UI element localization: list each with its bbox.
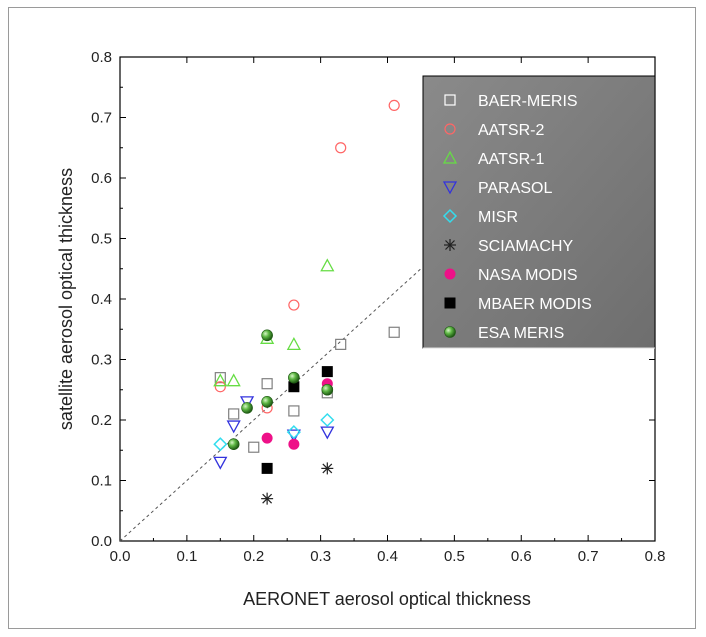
data-point-baer-meris	[214, 372, 226, 384]
data-point-misr	[286, 425, 301, 440]
x-tick-label: 0.6	[511, 548, 532, 565]
legend: BAER-MERIS AATSR-2 AATSR-1 PARASOL MISR SCIAM…	[422, 75, 656, 349]
legend-item-parasol: PARASOL	[442, 180, 553, 197]
legend-label: NASA MODIS	[478, 267, 578, 284]
x-tick-label: 0.4	[377, 548, 398, 565]
x-tick-label: 0.1	[176, 548, 197, 565]
data-point-esa-meris	[261, 396, 273, 408]
data-point-aatsr-2	[335, 142, 347, 154]
x-tick-label: 0.0	[110, 548, 131, 565]
reference-line	[119, 268, 422, 542]
x-axis-label: AERONET aerosol optical thickness	[243, 589, 531, 609]
legend-marker-baer-meris	[444, 94, 456, 106]
legend-marker-aatsr-2	[444, 123, 456, 135]
legend-marker-esa-meris	[444, 326, 456, 338]
y-tick-label: 0.7	[91, 110, 112, 127]
legend-item-aatsr-1: AATSR-1	[442, 150, 544, 168]
y-axis-label: satellite aerosol optical thickness	[56, 168, 76, 430]
x-tick-label: 0.8	[645, 548, 666, 565]
legend-label: MBAER MODIS	[478, 296, 592, 313]
data-point-aatsr-1	[226, 373, 241, 387]
data-point-aatsr-1	[213, 373, 228, 387]
y-tick-label: 0.6	[91, 170, 112, 187]
data-point-esa-meris	[288, 371, 300, 384]
data-point-parasol	[239, 396, 255, 410]
data-point-aatsr-2	[288, 299, 300, 311]
data-point-baer-meris	[228, 408, 240, 420]
y-tick-label: 0.3	[91, 352, 112, 369]
data-point-misr	[213, 437, 228, 452]
data-points	[213, 99, 400, 505]
legend-label: BAER-MERIS	[478, 93, 578, 110]
legend-item-sciamachy: SCIAMACHY	[444, 238, 573, 255]
data-point-baer-meris	[248, 441, 260, 453]
data-point-parasol	[213, 456, 228, 470]
data-point-baer-meris	[388, 326, 400, 338]
legend-label: MISR	[478, 209, 518, 226]
data-point-esa-meris	[241, 402, 253, 414]
data-point-sciamachy	[261, 492, 274, 505]
legend-item-mbaer-modis: MBAER MODIS	[444, 296, 592, 313]
data-point-parasol	[226, 420, 241, 434]
legend-item-nasa-modis: NASA MODIS	[444, 267, 578, 284]
data-point-esa-meris	[261, 329, 273, 342]
y-tick-label: 0.2	[91, 412, 112, 429]
legend-item-misr: MISR	[442, 208, 518, 226]
data-point-mbaer-modis	[261, 462, 273, 474]
legend-label: AATSR-2	[478, 122, 544, 139]
data-point-baer-meris	[335, 338, 347, 350]
legend-marker-mbaer-modis	[444, 297, 456, 309]
data-point-nasa-modis	[261, 432, 273, 444]
legend-item-aatsr-2: AATSR-2	[444, 122, 544, 139]
legend-label: SCIAMACHY	[478, 238, 573, 255]
legend-item-baer-meris: BAER-MERIS	[444, 93, 578, 110]
data-point-baer-meris	[288, 405, 300, 417]
legend-item-esa-meris: ESA MERIS	[444, 325, 564, 342]
data-point-esa-meris	[321, 383, 334, 396]
y-tick-label: 0.5	[91, 231, 112, 248]
y-tick-label: 0.1	[91, 473, 112, 490]
data-point-aatsr-1	[286, 337, 301, 351]
legend-label: ESA MERIS	[478, 325, 564, 342]
data-point-misr	[320, 412, 335, 428]
x-tick-label: 0.3	[310, 548, 331, 565]
legend-marker-aatsr-1	[442, 150, 458, 164]
legend-marker-parasol	[442, 181, 458, 195]
legend-marker-nasa-modis	[444, 268, 456, 280]
y-tick-label: 0.8	[91, 49, 112, 66]
y-tick-label: 0.0	[91, 533, 112, 550]
y-tick-label: 0.4	[91, 291, 112, 308]
x-axis: 0.0 0.1 0.2 0.3 0.4 0.5 0.6 0.7 0.8	[110, 57, 666, 565]
data-point-aatsr-2	[214, 381, 226, 393]
x-tick-label: 0.7	[578, 548, 599, 565]
x-tick-label: 0.2	[243, 548, 264, 565]
data-point-aatsr-2	[388, 99, 400, 112]
data-point-mbaer-modis	[321, 366, 333, 378]
data-point-sciamachy	[321, 462, 334, 475]
legend-box	[422, 75, 656, 349]
legend-label: PARASOL	[478, 180, 553, 197]
data-point-parasol	[320, 426, 335, 440]
data-point-baer-meris	[261, 378, 273, 390]
data-point-esa-meris	[227, 438, 240, 451]
data-point-nasa-modis	[288, 438, 300, 450]
x-tick-label: 0.5	[444, 548, 465, 565]
legend-marker-sciamachy	[444, 239, 456, 251]
data-point-aatsr-1	[320, 258, 335, 272]
legend-label: AATSR-1	[478, 151, 544, 168]
legend-marker-misr	[442, 208, 458, 224]
